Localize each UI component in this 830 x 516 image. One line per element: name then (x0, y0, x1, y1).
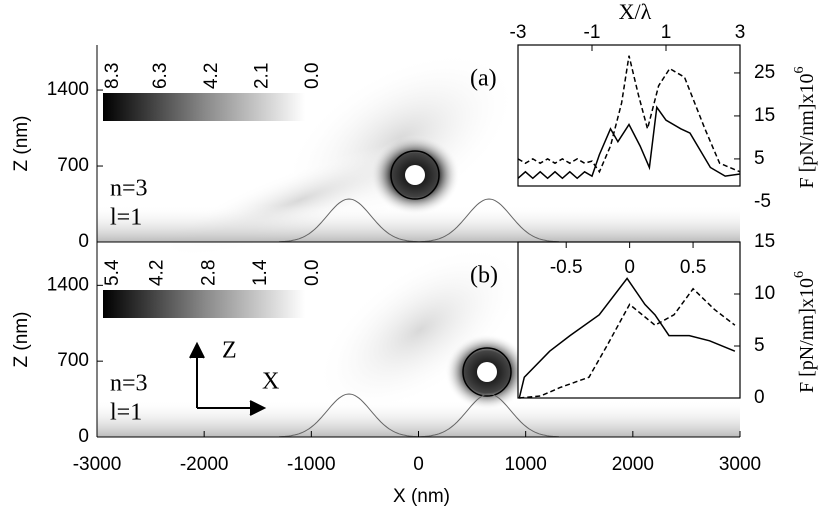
y-tick-label: 0 (78, 231, 89, 252)
annotation: l=1 (110, 205, 142, 231)
x-tick-label: 0.5 (680, 257, 706, 278)
y-tick-label: -5 (754, 191, 771, 212)
y-tick-label: 10 (754, 283, 775, 304)
force-line (517, 55, 741, 174)
x-tick-label: 2000 (612, 454, 654, 475)
y-axis-label: F [pN/nm]x106 (792, 271, 817, 393)
x-tick-label: -2000 (180, 454, 229, 475)
colorbar-tick-label: 1.4 (250, 259, 271, 286)
panel-label: (b) (470, 263, 498, 289)
inset-frame (517, 241, 741, 399)
y-tick-label: 15 (754, 231, 775, 252)
y-tick-label: 0 (78, 426, 89, 447)
colorbar-tick-label: 4.2 (146, 260, 167, 286)
y-tick-label: 15 (754, 105, 775, 126)
x-tick-label: 0 (413, 454, 424, 475)
y-axis-label: F [pN/nm]x106 (792, 67, 817, 189)
colorbar-tick-label: 8.3 (102, 63, 123, 89)
x-axis-label: X/λ (619, 0, 652, 24)
heatmap-decor (97, 51, 740, 437)
x-tick-label: 3 (735, 22, 746, 43)
surface-bump (278, 393, 420, 438)
y-tick-label: 25 (754, 62, 775, 83)
annotation: n=3 (110, 176, 148, 202)
y-axis-label-text: F [pN/nm]x10 (796, 74, 818, 189)
x-tick-label: -0.5 (550, 257, 583, 278)
annotation: l=1 (110, 400, 142, 426)
annotation: n=3 (110, 371, 148, 397)
y-tick-label: 1400 (47, 79, 89, 100)
x-tick-label: 1000 (505, 454, 547, 475)
colorbar (103, 290, 305, 318)
colorbar-tick-label: 2.8 (198, 260, 219, 286)
y-tick-label: 0 (754, 387, 765, 408)
y-tick-label: 700 (57, 155, 89, 176)
colorbar-tick-label: 6.3 (150, 63, 171, 89)
y-axis-label-exponent: 6 (792, 271, 807, 278)
y-tick-label: 5 (754, 148, 765, 169)
y-axis-label-exponent: 6 (792, 67, 807, 74)
colorbar (103, 93, 305, 121)
colorbar-tick-label: 0.0 (302, 260, 323, 286)
y-axis-label-text: F [pN/nm]x10 (796, 278, 818, 393)
arrow-label: X (262, 369, 279, 395)
x-tick-label: -1 (584, 22, 601, 43)
inset-frame (517, 44, 741, 187)
x-tick-label: -3 (510, 22, 527, 43)
surface-bump (418, 393, 560, 438)
colorbar-tick-label: 0.0 (302, 63, 323, 89)
x-axis-label: X (nm) (393, 486, 450, 507)
y-tick-label: 1400 (47, 274, 89, 295)
y-tick-label: 5 (754, 335, 765, 356)
colorbar-tick-label: 5.4 (102, 259, 123, 286)
colorbar-tick-label: 2.1 (251, 63, 272, 89)
force-line (517, 105, 741, 180)
force-line (519, 287, 736, 399)
x-tick-label: 3000 (719, 454, 761, 475)
colorbar-tick-label: 4.2 (201, 63, 222, 89)
x-tick-label: 1 (661, 22, 672, 43)
y-axis-label: Z (nm) (11, 312, 32, 368)
surface-bump (418, 198, 560, 243)
x-tick-label: -1000 (287, 454, 336, 475)
force-line (518, 277, 736, 399)
arrow-label: Z (222, 338, 237, 364)
surface-bump (278, 198, 420, 243)
surface-bumps (278, 198, 560, 438)
x-tick-label: -3000 (73, 454, 122, 475)
panel-label: (a) (470, 66, 497, 92)
y-axis-label: Z (nm) (11, 116, 32, 172)
x-tick-label: 0 (624, 257, 635, 278)
y-tick-label: 700 (57, 350, 89, 371)
